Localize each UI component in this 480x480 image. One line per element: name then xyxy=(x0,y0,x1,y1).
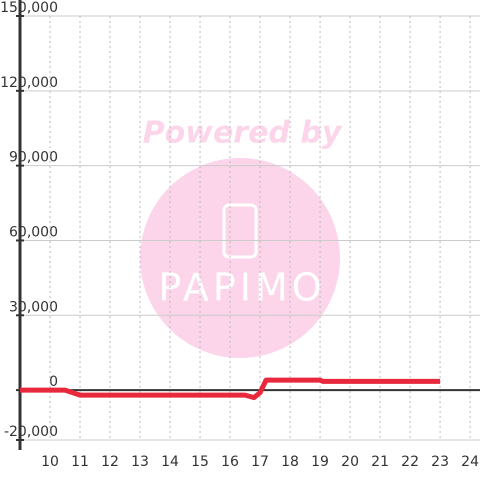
y-tick-label: 150,000 xyxy=(0,0,58,16)
line xyxy=(20,377,441,401)
x-tick-label: 14 xyxy=(161,454,179,470)
x-tick-label: 21 xyxy=(371,454,389,470)
x-tick-label: 19 xyxy=(311,454,329,470)
y-tick-label: 90,000 xyxy=(9,150,58,166)
y-tick-label: 120,000 xyxy=(0,75,58,91)
x-tick-label: 18 xyxy=(281,454,299,470)
watermark-icon xyxy=(222,203,258,259)
x-tick-label: 20 xyxy=(341,454,359,470)
x-tick-label: 16 xyxy=(221,454,239,470)
y-tick-label: 0 xyxy=(49,374,58,390)
x-tick-label: 11 xyxy=(71,454,89,470)
x-tick-label: 23 xyxy=(431,454,449,470)
y-tick-label: 60,000 xyxy=(9,224,58,240)
watermark-logo: PAPIMO xyxy=(158,266,325,310)
y-tick-label: -20,000 xyxy=(4,424,58,440)
x-tick-label: 12 xyxy=(101,454,119,470)
x-tick-label: 22 xyxy=(401,454,419,470)
x-tick-label: 17 xyxy=(251,454,269,470)
watermark-text: Powered by xyxy=(143,116,343,151)
x-tick-label: 15 xyxy=(191,454,209,470)
x-tick-label: 24 xyxy=(461,454,479,470)
x-tick-label: 13 xyxy=(131,454,149,470)
y-tick-label: 30,000 xyxy=(9,299,58,315)
x-tick-label: 10 xyxy=(41,454,59,470)
